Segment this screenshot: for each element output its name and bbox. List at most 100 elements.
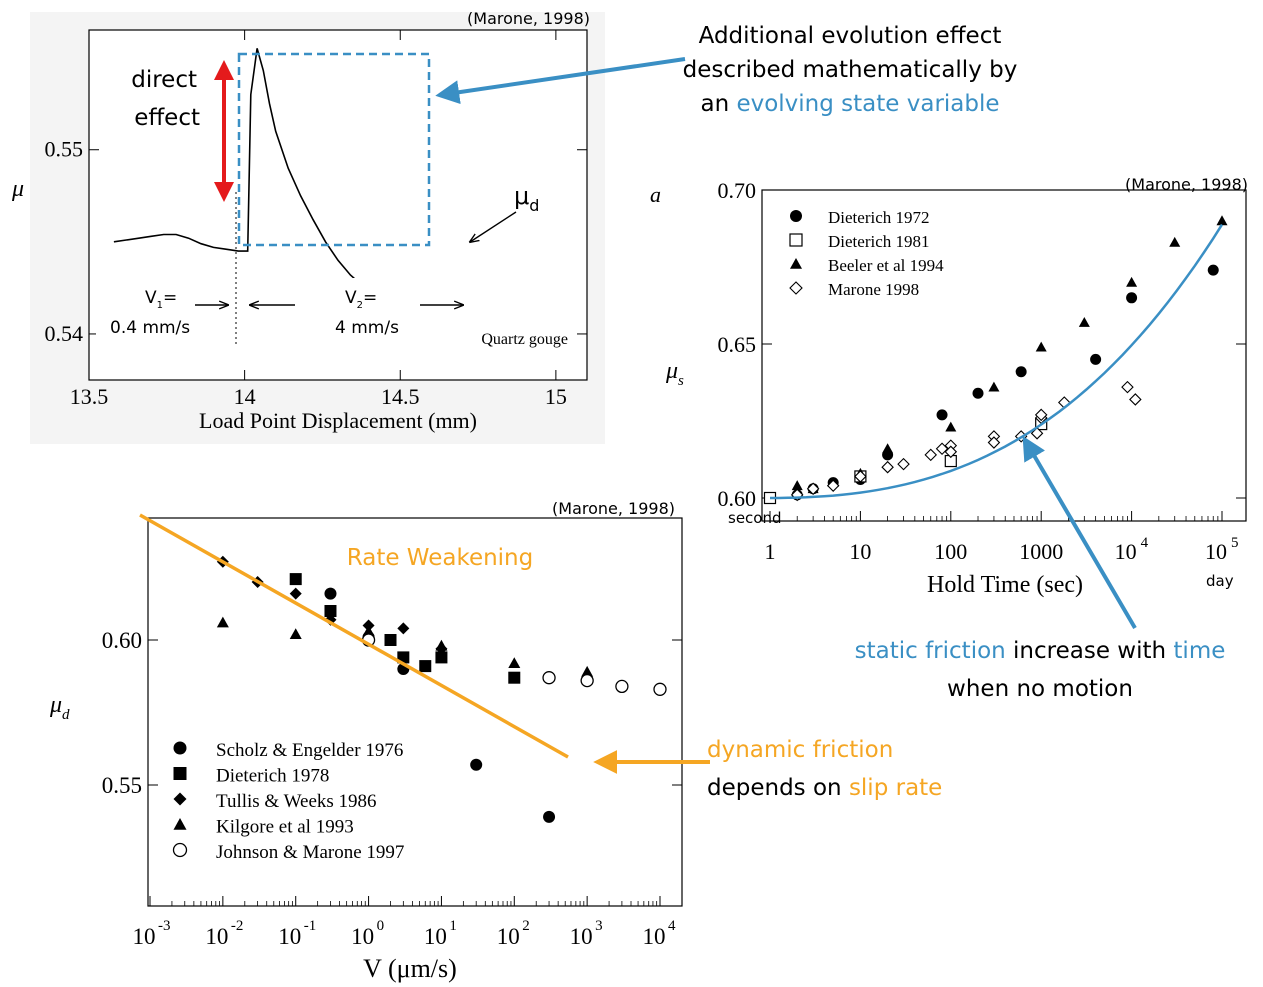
chart2-x-tick-exponent: 5 [1231,535,1239,551]
legend-label: Tullis & Weeks 1986 [216,791,377,812]
hold-time-point [924,448,938,462]
hold-time-chart: (Marone, 1998) a μs Hold Time (sec) seco… [650,175,1248,598]
hold-time-point [1034,408,1048,422]
legend-label: Dieterich 1981 [828,232,930,251]
hold-time-point [1121,380,1134,394]
legend-marker [790,210,802,222]
velocity-point [542,671,556,685]
hold-time-point [826,479,840,492]
chart3-x-tick-label: 10 [424,924,447,949]
velocity-point [543,810,556,823]
chart3-y-label: μd [49,692,70,723]
chart3-y-tick-label: 0.60 [102,628,142,653]
hold-time-point [1090,353,1102,365]
chart1-x-tick-label: 13.5 [70,384,109,409]
static-friction-callout-line: static friction [855,638,1006,664]
hold-time-point [936,409,948,421]
chart2-plot-frame [761,189,1247,522]
legend-marker [172,842,188,858]
chart3-x-tick-exponent: 2 [522,918,530,934]
velocity-point [384,634,397,646]
velocity-point [397,622,410,635]
hold-time-point [791,480,803,491]
legend-label: Marone 1998 [828,280,919,299]
chart3-x-tick-label: 10 [570,924,593,949]
v2-value: 4 mm/s [335,318,399,338]
chart2-x-tick-label: 100 [934,539,967,564]
chart3-x-tick-exponent: -1 [304,918,317,934]
velocity-point [508,671,521,684]
hold-time-point [1015,366,1027,378]
chart1-citation: (Marone, 1998) [467,9,590,28]
chart2-x-tick-label: 1000 [1019,539,1063,564]
legend-label: Dieterich 1972 [828,208,930,227]
chart2-x-tick-label: 10 [1115,539,1137,564]
velocity-point [289,587,302,600]
hold-time-point [944,445,958,459]
hold-time-point [881,460,894,474]
chart2-citation: (Marone, 1998) [1125,175,1248,194]
chart3-y-tick-label: 0.55 [102,773,142,798]
chart3-x-tick-label: 10 [205,924,228,949]
static-friction-callout-text: static friction increase with time when n… [855,638,1226,702]
legend-label: Beeler et al 1994 [828,256,944,275]
legend-label: Johnson & Marone 1997 [216,842,404,863]
static-friction-callout-arrow [1022,435,1137,630]
dynamic-friction-callout-line: slip rate [849,775,942,801]
legend-marker [173,741,187,755]
second-label: second [728,509,782,527]
chart3-x-label: V (μm/s) [363,954,457,983]
evolution-callout-arrow [435,57,686,105]
hold-time-point [935,442,949,455]
chart2-x-tick-exponent: 4 [1141,535,1149,551]
chart2-x-label: Hold Time (sec) [927,572,1083,598]
hold-time-point [1078,316,1090,327]
evolution-callout-line: described mathematically by [683,57,1018,83]
v1-label: V1= [145,288,177,311]
chart3-x-tick-label: 10 [497,924,520,949]
sample-label: Quartz gouge [481,331,568,348]
legend-marker [173,818,187,830]
v2-label: V2= [345,288,377,311]
rate-weakening-label: Rate Weakening [347,545,533,571]
chart3-x-tick-exponent: -2 [231,918,244,934]
chart3-plot-frame [147,517,683,907]
hold-time-point [972,387,984,399]
displacement-chart: (Marone, 1998) μ Load Point Displacement… [11,9,605,444]
hold-time-point [806,482,820,496]
velocity-point [580,673,594,688]
direct-effect-label-1: direct [131,67,197,93]
hold-time-point [1169,236,1181,247]
velocity-point [508,657,521,668]
dynamic-friction-callout-line: depends on [707,775,849,801]
static-friction-callout-line: when no motion [947,676,1133,702]
chart2-x-tick-label: 10 [1205,539,1227,564]
chart3-x-tick-label: 10 [278,924,301,949]
velocity-point [470,758,483,771]
hold-time-point [1207,264,1219,276]
mu-d-label: μd [514,182,539,215]
velocity-point [615,679,629,694]
velocity-annotation-box [96,278,576,350]
velocity-point [324,605,337,617]
day-label: day [1206,572,1234,590]
chart3-x-tick-exponent: 3 [595,918,603,934]
legend-marker [790,258,802,269]
chart2-y-tick-label: 0.70 [718,178,757,203]
chart3-x-tick-label: 10 [643,924,666,949]
velocity-point [435,651,448,664]
hold-time-point [1126,292,1138,304]
velocity-point [289,628,302,639]
chart1-y-tick-label: 0.54 [45,321,84,346]
chart1-x-tick-label: 15 [545,384,567,409]
chart1-y-label: μ [11,176,24,202]
velocity-point [653,682,667,696]
chart3-x-tick-exponent: 4 [668,918,676,934]
hold-time-point [1129,393,1142,406]
static-friction-trend-curve [770,223,1224,500]
chart2-y-tick-label: 0.65 [718,332,757,357]
evolution-effect-box [237,52,431,247]
velocity-point [581,665,594,677]
velocity-point [324,587,337,600]
